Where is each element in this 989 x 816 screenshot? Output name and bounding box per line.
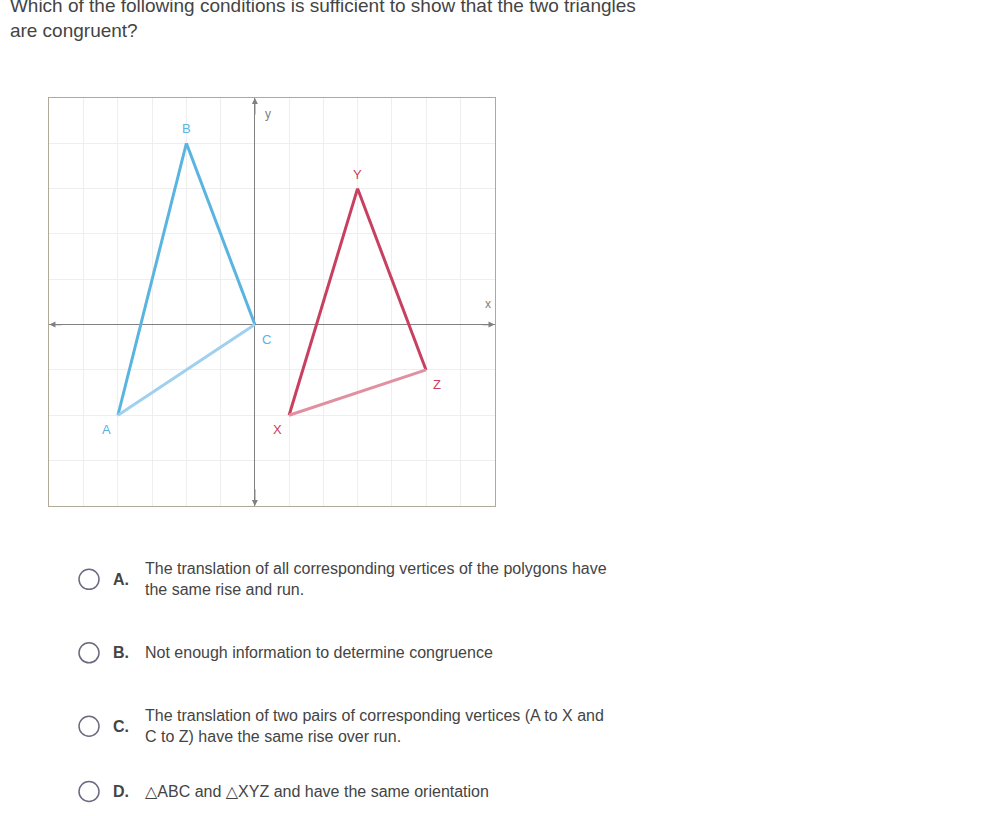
svg-text:The translation of two pairs o: The translation of two pairs of correspo… [145, 707, 604, 745]
svg-text:A: A [102, 422, 111, 437]
svg-text:B.: B. [113, 644, 129, 661]
svg-text:C.: C. [113, 718, 129, 735]
svg-text:Z: Z [433, 377, 441, 392]
svg-text:C: C [262, 332, 271, 347]
svg-text:X: X [273, 422, 282, 437]
svg-text:Y: Y [353, 167, 362, 182]
svg-text:△ABC and △XYZ and have the sam: △ABC and △XYZ and have the same orientat… [145, 783, 489, 800]
svg-text:D.: D. [113, 783, 129, 800]
svg-text:B: B [182, 121, 191, 136]
svg-text:x: x [485, 297, 491, 311]
svg-text:y: y [265, 107, 271, 121]
svg-text:Not enough information to dete: Not enough information to determine cong… [145, 644, 493, 661]
svg-text:A.: A. [113, 571, 129, 588]
svg-text:The translation of all corresp: The translation of all corresponding ver… [145, 560, 607, 598]
svg-text:Which of the following conditi: Which of the following conditions is suf… [10, 0, 636, 41]
